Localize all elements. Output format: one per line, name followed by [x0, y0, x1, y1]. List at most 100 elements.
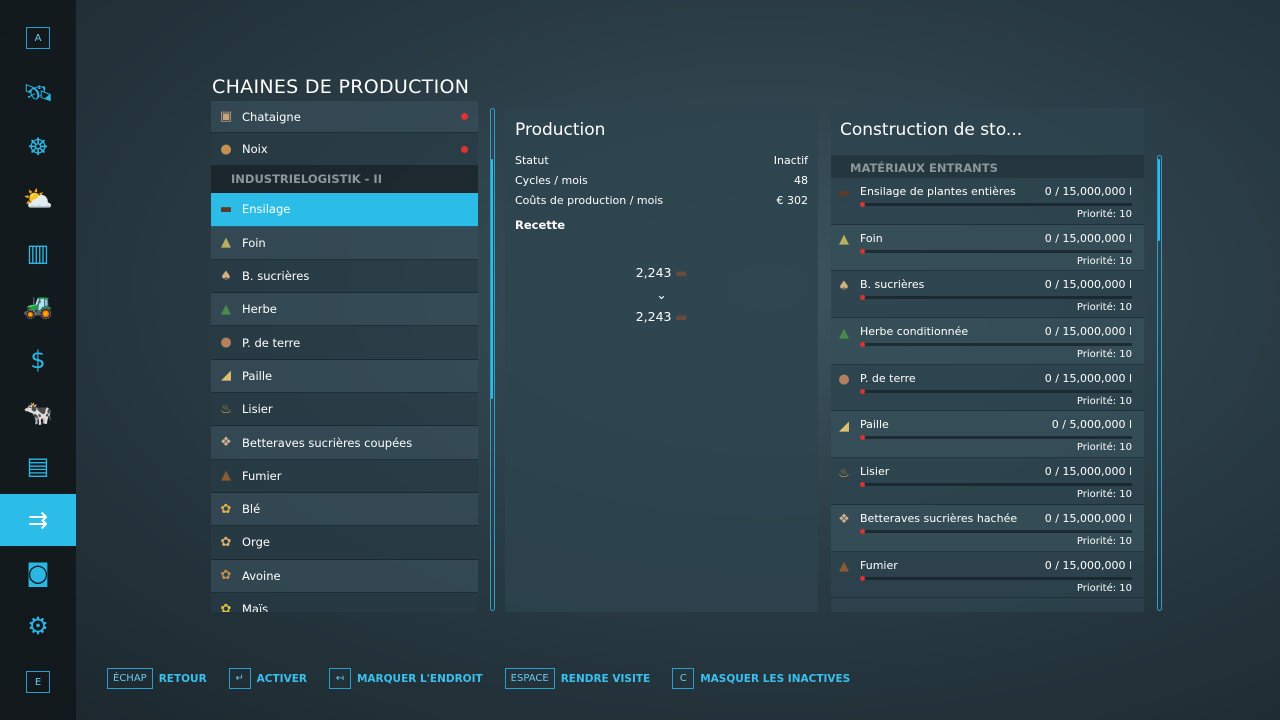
key-badge: ↵	[228, 668, 251, 689]
material-priority: Priorité: 10	[1076, 349, 1132, 361]
list-item[interactable]: ▲ Herbe	[211, 293, 478, 327]
material-row[interactable]: ♠ B. sucrières 0 / 15,000,000 l Priorité: 1…	[831, 271, 1144, 319]
fill-level-bar	[860, 342, 1132, 348]
storage-scrollbar[interactable]	[1157, 155, 1162, 611]
tractor-icon: 🚜	[23, 292, 53, 320]
hint-activer[interactable]: ↵ ACTIVER	[228, 668, 307, 689]
barley-icon: ✿	[220, 534, 232, 550]
sidebar-item-presentation[interactable]: ◙	[0, 547, 76, 599]
fill-indicator	[860, 295, 865, 301]
material-row[interactable]: ▲ Herbe conditionnée 0 / 15,000,000 l Prior…	[831, 318, 1144, 365]
prev-page-key[interactable]: A	[26, 27, 50, 49]
list-item[interactable]: ● Noix	[211, 133, 478, 167]
sidebar-item-production-chains[interactable]: ⇉	[0, 494, 76, 546]
stat-row: Cycles / mois 48	[515, 174, 808, 194]
fill-level-bar	[860, 202, 1132, 207]
material-row[interactable]: ❖ Betteraves sucrières hachée 0 / 15,000,0…	[831, 504, 1144, 552]
production-chains-icon: ⇉	[27, 506, 49, 534]
list-item[interactable]: ▲ Foin	[211, 226, 478, 260]
sidebar-item-statistics[interactable]: ▥	[0, 227, 76, 279]
hint-marquer-l-endroit[interactable]: ↤ MARQUER L'ENDROIT	[328, 668, 483, 689]
potato-icon: ●	[220, 335, 232, 351]
group-header: INDUSTRIELOGISTIK - II	[211, 166, 478, 194]
list-item[interactable]: ▲ Fumier	[211, 459, 478, 493]
sidebar-item-satellite-map[interactable]: 🛰	[0, 67, 76, 119]
material-row[interactable]: ▲ Foin 0 / 15,000,000 l Priorité: 10	[831, 224, 1144, 272]
silage-icon: ▬	[219, 201, 233, 217]
material-name: Foin	[860, 231, 883, 245]
material-amount: 0 / 15,000,000 l	[1044, 185, 1132, 198]
list-item[interactable]: ✿ Maïs	[211, 592, 478, 612]
material-row[interactable]: ▲ Fumier 0 / 15,000,000 l Priorité: 10	[831, 552, 1144, 599]
fill-level-bar	[860, 388, 1132, 394]
list-item[interactable]: ▣ Chataigne	[211, 101, 478, 133]
list-item[interactable]: ▬ Ensilage	[211, 193, 478, 227]
sugarbeet-icon: ♠	[838, 278, 850, 294]
list-item[interactable]: ✿ Avoine	[211, 559, 478, 593]
key-badge: ÉCHAP	[107, 668, 153, 689]
chopped-sugarbeet-icon: ❖	[838, 512, 850, 528]
key-hints-bar: ÉCHAP RETOUR ↵ ACTIVER ↤ MARQUER L'ENDROIT ESP…	[107, 668, 872, 689]
stat-row: Statut Inactif	[515, 154, 808, 174]
hint-retour[interactable]: ÉCHAP RETOUR	[107, 668, 207, 689]
hint-label: MARQUER L'ENDROIT	[356, 672, 483, 685]
wheat-icon: ✿	[220, 501, 232, 517]
list-item[interactable]: ● P. de terre	[211, 326, 478, 360]
fill-level-bar	[860, 482, 1132, 488]
hint-rendre-visite[interactable]: ESPACE RENDRE VISITE	[504, 668, 650, 689]
key-badge: ↤	[328, 668, 351, 689]
sidebar-item-vehicle-settings[interactable]: ⚙	[0, 600, 76, 652]
section-header: MATÉRIAUX ENTRANTS	[831, 155, 1144, 178]
material-name: Ensilage de plantes entières	[860, 185, 1016, 198]
hint-masquer-les-inactives[interactable]: C MASQUER LES INACTIVES	[672, 668, 850, 689]
satellite-map-icon: 🛰	[22, 79, 54, 107]
page-title: CHAINES DE PRODUCTION	[212, 76, 470, 98]
sidebar-item-weather[interactable]: ⛅	[0, 173, 76, 225]
manure-icon: ▲	[839, 559, 849, 574]
key-badge: ESPACE	[504, 668, 555, 689]
scrollbar-thumb[interactable]	[491, 159, 493, 399]
sidebar-item-animals[interactable]: 🐄	[0, 387, 76, 439]
oat-icon: ✿	[220, 568, 232, 584]
material-row[interactable]: ▬ Ensilage de plantes entières 0 / 15,000,…	[831, 178, 1144, 225]
list-item[interactable]: ♠ B. sucrières	[211, 259, 478, 294]
sidebar-item-tractor[interactable]: 🚜	[0, 280, 76, 332]
chestnut-icon: ▣	[219, 109, 233, 124]
stat-value: 48	[794, 174, 808, 187]
material-row[interactable]: ● P. de terre 0 / 15,000,000 l Priorité: 10	[831, 365, 1144, 412]
stat-label: Statut	[515, 154, 549, 167]
stat-value: € 302	[776, 194, 809, 207]
material-row[interactable]: ♨ Lisier 0 / 15,000,000 l Priorité: 10	[831, 458, 1144, 505]
hay-icon: ▲	[221, 235, 231, 251]
material-amount: 0 / 15,000,000 l	[1044, 371, 1132, 385]
statistics-icon: ▥	[26, 239, 50, 267]
next-page-key[interactable]: E	[26, 671, 50, 693]
scrollbar-thumb[interactable]	[1158, 159, 1160, 241]
stat-row: Coûts de production / mois € 302	[515, 194, 808, 214]
recipe: 2,243 ▬ ⌄ 2,243 ▬	[515, 262, 808, 328]
slurry-icon: ♨	[838, 465, 850, 481]
silage-icon: ▬	[675, 265, 688, 280]
fill-level-bar	[860, 575, 1132, 581]
material-row[interactable]: ◢ Paille 0 / 5,000,000 l Priorité: 10	[831, 411, 1144, 459]
list-scrollbar[interactable]	[490, 108, 495, 611]
hint-label: ACTIVER	[256, 672, 307, 685]
sidebar-item-finances[interactable]: $	[0, 334, 76, 386]
fill-indicator	[860, 575, 865, 581]
walnut-icon: ●	[220, 141, 232, 157]
sidebar-item-contracts[interactable]: ▤	[0, 440, 76, 492]
list-item[interactable]: ✿ Orge	[211, 526, 478, 560]
fill-indicator	[860, 528, 865, 534]
material-name: Herbe conditionnée	[860, 325, 969, 339]
fill-indicator	[860, 248, 865, 254]
list-item[interactable]: ◢ Paille	[211, 359, 478, 394]
sidebar-item-steering-wheel[interactable]: ☸	[0, 121, 76, 173]
recipe-label: Recette	[515, 218, 566, 232]
list-item[interactable]: ✿ Blé	[211, 492, 478, 527]
list-item[interactable]: ❖ Betteraves sucrières coupées	[211, 426, 478, 460]
material-priority: Priorité: 10	[1076, 442, 1132, 454]
list-item[interactable]: ♨ Lisier	[211, 393, 478, 427]
status-inactive-dot	[461, 145, 468, 153]
material-priority: Priorité: 10	[1076, 255, 1132, 267]
stat-label: Cycles / mois	[515, 174, 588, 187]
